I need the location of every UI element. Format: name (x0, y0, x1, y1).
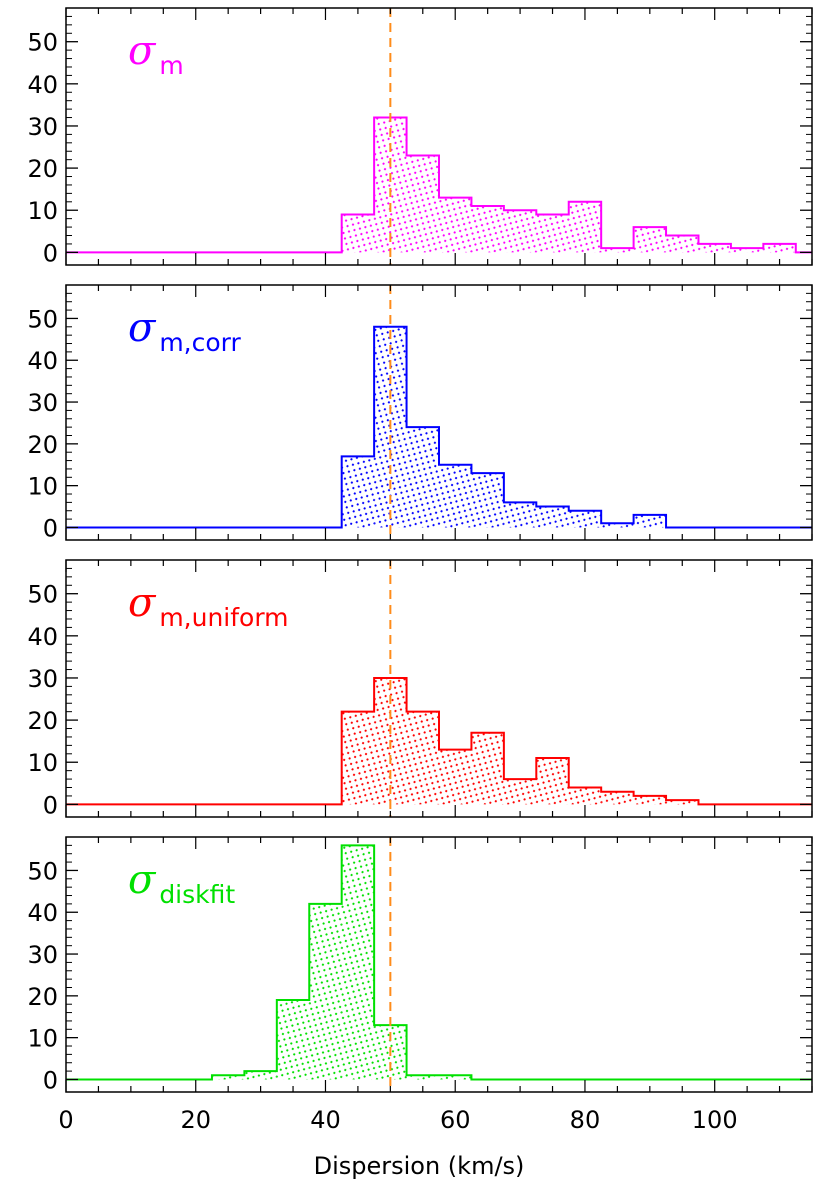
y-tick-label: 50 (27, 581, 58, 609)
histogram-bar (503, 502, 537, 528)
panel-label: σ diskfit (128, 857, 235, 909)
panel-label: σ m,corr (128, 305, 241, 357)
panel-4: 0 10 20 30 40 50 σ diskfit (27, 836, 813, 1094)
panel-label-symbol: σ (128, 305, 157, 351)
histogram-bar (601, 791, 634, 805)
y-tick-label: 20 (27, 707, 58, 735)
panel-label-subscript: m (159, 51, 183, 80)
histogram-bar (406, 711, 439, 805)
panel-label: σ m,uniform (128, 580, 289, 632)
histogram-bar (503, 779, 537, 805)
y-tick-label: 10 (27, 749, 58, 777)
y-tick-label: 10 (27, 197, 58, 225)
histogram-bar (406, 155, 439, 253)
histogram-bar (568, 787, 602, 805)
histogram-bar (341, 456, 375, 528)
panel-frame (65, 7, 813, 266)
y-tick-label: 30 (27, 389, 58, 417)
histogram-bar (568, 201, 602, 253)
x-tick-label: 20 (180, 1106, 211, 1134)
histogram-bar (406, 1075, 439, 1080)
histogram-bar (536, 758, 569, 805)
y-tick-label: 10 (27, 1025, 58, 1053)
histogram-bar (341, 214, 375, 253)
histogram-bar (666, 235, 699, 253)
y-tick-label: 50 (27, 857, 58, 885)
histogram-bar (601, 248, 634, 253)
histogram-bar (730, 248, 764, 253)
histogram-bar (633, 227, 667, 253)
histogram-bar (698, 243, 731, 253)
histogram-bar (471, 206, 504, 253)
histogram-bar (341, 845, 375, 1080)
y-tick-label: 10 (27, 473, 58, 501)
histogram-bar (211, 1075, 245, 1080)
histogram-bar (406, 427, 439, 528)
histogram-bar (471, 473, 504, 528)
panel-1: 0 10 20 30 40 50 σ m (27, 7, 813, 267)
histogram-bar (244, 1071, 277, 1080)
histogram-bar (633, 795, 667, 805)
histogram-bar (309, 903, 342, 1080)
panel-label-symbol: σ (128, 580, 157, 626)
y-tick-label: 30 (27, 941, 58, 969)
panel-frame (65, 559, 813, 818)
x-tick-label: 40 (310, 1106, 341, 1134)
y-tick-label: 30 (27, 665, 58, 693)
histogram-bar (568, 510, 602, 528)
y-tick-label: 50 (27, 305, 58, 333)
y-tick-label: 40 (27, 71, 58, 99)
histogram-bar (601, 523, 634, 528)
y-tick-label: 40 (27, 347, 58, 375)
panel-3: 0 10 20 30 40 50 σ m,uniform (27, 559, 813, 819)
panel-label-subscript: diskfit (159, 880, 235, 909)
panel-label-subscript: m,uniform (159, 603, 288, 632)
y-tick-label: 30 (27, 113, 58, 141)
panel-2: 0 10 20 30 40 50 σ m,corr (27, 284, 813, 542)
y-tick-label: 40 (27, 623, 58, 651)
histogram-bar (374, 117, 407, 253)
y-tick-label: 40 (27, 899, 58, 927)
histogram-outline (66, 116, 812, 254)
histogram-bar (439, 464, 472, 528)
x-tick-label: 60 (440, 1106, 471, 1134)
histogram-bar (536, 506, 569, 528)
histogram-bar (503, 210, 537, 253)
histogram-bar (536, 214, 569, 253)
panel-frame (65, 284, 813, 541)
y-tick-label: 0 (43, 1066, 58, 1094)
histogram-bar (341, 711, 375, 805)
y-tick-label: 20 (27, 155, 58, 183)
y-tick-label: 0 (43, 791, 58, 819)
histogram-bar (471, 732, 504, 805)
histogram-bar (633, 514, 667, 528)
panel-label-symbol: σ (128, 28, 157, 74)
y-tick-label: 20 (27, 431, 58, 459)
panel-label-subscript: m,corr (159, 328, 241, 357)
histogram-bar (439, 1075, 472, 1080)
x-tick-label: 80 (570, 1106, 601, 1134)
histogram-bar (276, 1000, 310, 1080)
y-tick-label: 0 (43, 514, 58, 542)
histogram-bar (439, 749, 472, 805)
x-tick-label: 0 (58, 1106, 73, 1134)
histogram-bar (439, 197, 472, 253)
y-tick-label: 50 (27, 29, 58, 57)
panel-frame (65, 836, 813, 1093)
x-tick-label: 100 (692, 1106, 738, 1134)
y-tick-label: 20 (27, 983, 58, 1011)
histogram-outline (66, 844, 812, 1081)
histogram-bar (763, 243, 796, 253)
x-axis-label: Dispersion (km/s) (314, 1152, 525, 1180)
histogram-outline (66, 325, 812, 529)
y-tick-label: 0 (43, 239, 58, 267)
histogram-bar (666, 800, 699, 805)
histogram-outline (66, 676, 812, 806)
panel-label-symbol: σ (128, 857, 157, 903)
